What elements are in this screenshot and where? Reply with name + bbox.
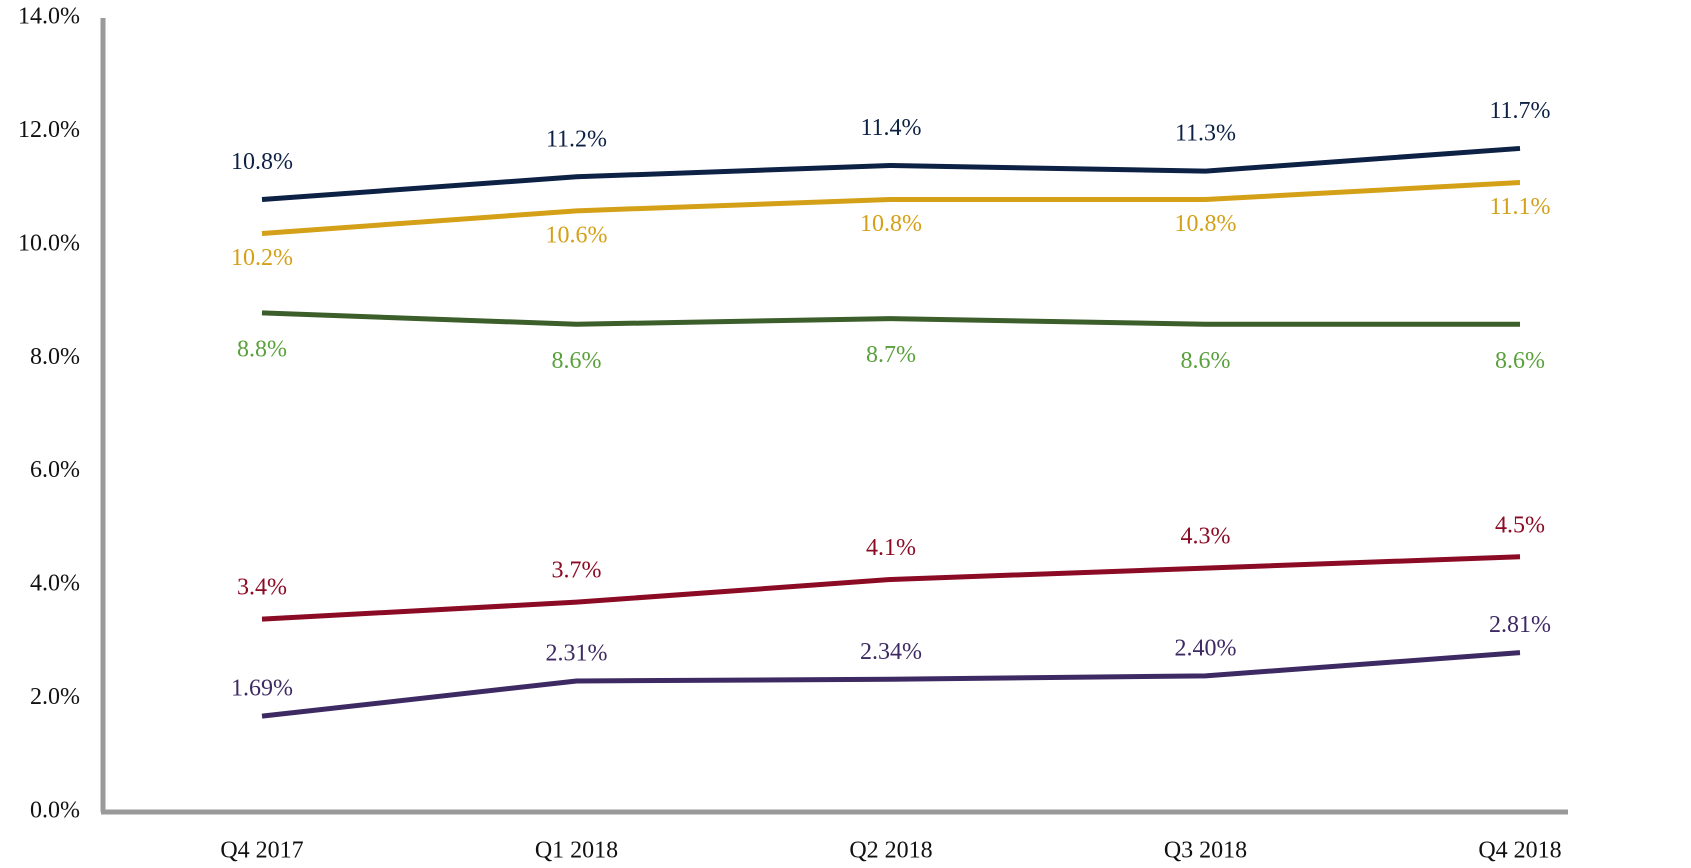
data-label: 4.5% xyxy=(1495,512,1545,538)
x-tick-label: Q4 2018 xyxy=(1478,838,1561,864)
y-tick-label: 14.0% xyxy=(18,4,80,30)
data-label: 10.2% xyxy=(231,245,293,271)
x-tick-label: Q1 2018 xyxy=(535,838,618,864)
data-label: 8.6% xyxy=(1495,348,1545,374)
y-tick-label: 4.0% xyxy=(30,571,80,597)
data-label: 10.6% xyxy=(546,222,608,248)
data-label: 2.40% xyxy=(1175,635,1237,661)
data-label: 10.8% xyxy=(231,149,293,175)
data-label: 2.81% xyxy=(1489,612,1551,638)
data-label: 8.6% xyxy=(552,348,602,374)
data-label: 8.8% xyxy=(237,336,287,362)
y-tick-label: 6.0% xyxy=(30,457,80,483)
data-label: 1.69% xyxy=(231,676,293,702)
line xyxy=(261,179,1521,237)
data-label: 11.3% xyxy=(1175,121,1236,147)
y-tick-label: 0.0% xyxy=(30,798,80,824)
data-label: 11.1% xyxy=(1489,194,1550,220)
line xyxy=(261,310,1520,327)
x-tick-label: Q3 2018 xyxy=(1164,838,1247,864)
data-label: 4.3% xyxy=(1181,524,1231,550)
data-label: 2.34% xyxy=(860,639,922,665)
y-tick-label: 10.0% xyxy=(18,230,80,256)
data-label: 3.7% xyxy=(552,558,602,584)
y-tick-label: 8.0% xyxy=(30,344,80,370)
line xyxy=(261,145,1521,202)
data-label: 4.1% xyxy=(866,535,916,561)
data-label: 11.4% xyxy=(860,115,921,141)
data-label: 10.8% xyxy=(1175,211,1237,237)
data-label: 11.2% xyxy=(546,126,607,152)
line xyxy=(261,650,1521,719)
y-tick-label: 12.0% xyxy=(18,117,80,143)
data-label: 11.7% xyxy=(1489,98,1550,124)
x-tick-label: Q2 2018 xyxy=(849,838,932,864)
data-label: 10.8% xyxy=(860,211,922,237)
data-label: 2.31% xyxy=(546,640,608,666)
line xyxy=(261,554,1521,622)
data-label: 8.7% xyxy=(866,342,916,368)
data-label: 8.6% xyxy=(1181,348,1231,374)
data-label: 3.4% xyxy=(237,575,287,601)
x-tick-label: Q4 2017 xyxy=(220,838,303,864)
y-tick-label: 2.0% xyxy=(30,684,80,710)
